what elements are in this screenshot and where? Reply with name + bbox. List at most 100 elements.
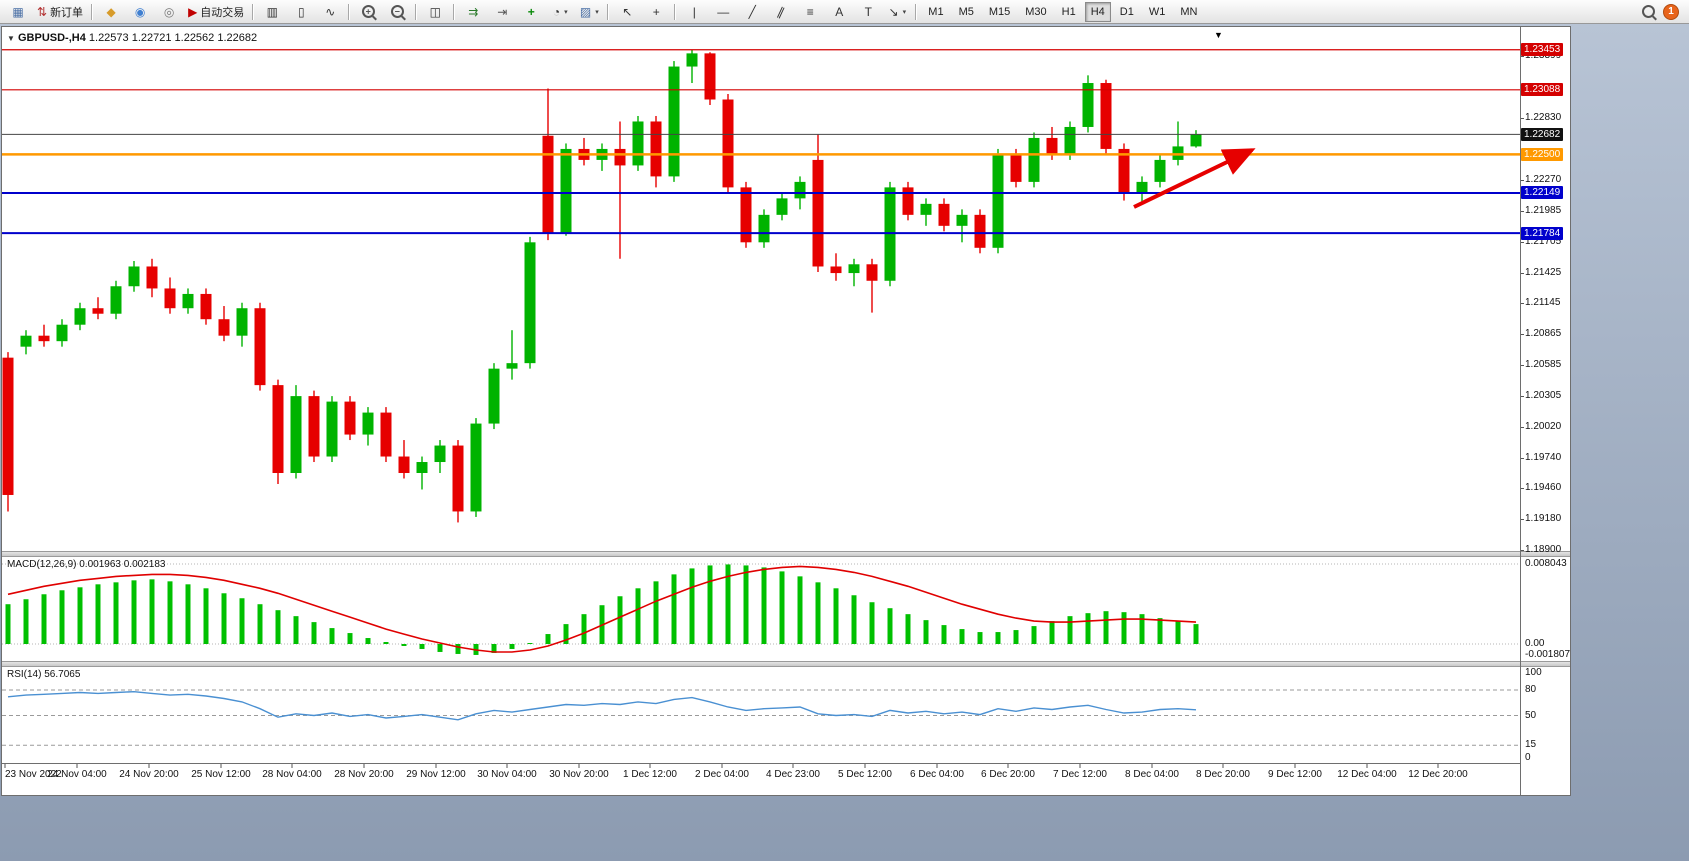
candles — [2, 49, 1202, 523]
zoom-in-icon[interactable] — [354, 1, 382, 23]
price-tick-label: 1.20865 — [1525, 328, 1562, 340]
new-chart-icon: ▦ — [12, 4, 24, 19]
horizontal-line-icon: — — [717, 4, 730, 19]
autotrading-button: ▶ — [188, 4, 198, 19]
candle-body — [146, 266, 158, 289]
candle-body — [542, 135, 554, 234]
line-chart-icon[interactable]: ∿ — [316, 1, 344, 23]
price-tick — [1521, 241, 1524, 243]
timeframe-button-m1[interactable]: M1 — [928, 5, 944, 18]
chart-ohlc-values: 1.22573 1.22721 1.22562 1.22682 — [88, 32, 258, 44]
search-icon[interactable] — [1642, 5, 1655, 18]
pane-separator-rsi[interactable] — [2, 661, 1570, 667]
new-order-button[interactable]: ⇅ 新订单 — [33, 1, 87, 23]
time-axis-label: 8 Dec 04:00 — [1125, 769, 1179, 780]
rsi-line — [7, 690, 1197, 721]
pane-separator-macd[interactable] — [2, 551, 1570, 557]
time-axis-label: 5 Dec 12:00 — [838, 769, 892, 780]
text-icon[interactable]: A — [825, 1, 853, 23]
rsi-scale-label: 100 — [1525, 667, 1542, 678]
timeframe-button-w1[interactable]: W1 — [1148, 5, 1166, 18]
zoom-out-icon[interactable] — [383, 1, 411, 23]
community-icon[interactable]: ◉ — [126, 1, 154, 23]
time-axis-label: 24 Nov 04:00 — [47, 769, 107, 780]
candle-body — [218, 319, 230, 336]
text-icon: A — [835, 4, 844, 19]
vertical-line-icon[interactable]: | — [680, 1, 708, 23]
cursor-icon[interactable]: ↖ — [613, 1, 641, 23]
autotrading-button[interactable]: ▶ 自动交易 — [184, 1, 248, 23]
trendline-icon[interactable]: ╱ — [738, 1, 766, 23]
arrows-icon[interactable]: ↘ ▾ — [883, 1, 911, 23]
candle-body — [200, 293, 212, 320]
text-label-icon[interactable]: T — [854, 1, 882, 23]
new-order-button: ⇅ — [37, 4, 48, 19]
fibonacci-icon[interactable]: ≡ — [796, 1, 824, 23]
data-window-arrow-icon[interactable]: ▼ — [7, 34, 15, 43]
rsi-scale-label: 50 — [1525, 709, 1537, 721]
candlestick-chart-icon[interactable]: ▯ — [287, 1, 315, 23]
trend-arrow[interactable] — [1133, 148, 1256, 209]
market-icon[interactable]: ◆ — [97, 1, 125, 23]
timeframe-button-h1[interactable]: H1 — [1061, 5, 1076, 18]
toolbar-separator — [252, 3, 255, 20]
timeframe-button-m5[interactable]: M5 — [958, 5, 974, 18]
time-axis[interactable]: 23 Nov 2022 24 Nov 04:00 24 Nov 20:00 25 No… — [2, 763, 1520, 796]
price-tick — [1521, 272, 1524, 274]
time-axis-label: 29 Nov 12:00 — [406, 769, 466, 780]
candle-body — [758, 214, 770, 243]
indicators-icon[interactable]: + — [517, 1, 545, 23]
bar-chart-icon[interactable]: ▥ — [258, 1, 286, 23]
new-chart-icon[interactable]: ▦ — [4, 1, 32, 23]
timeframe-button-h4[interactable]: H4 — [1084, 1, 1111, 22]
candle-body — [776, 198, 788, 215]
timeframe-button-mn[interactable]: MN — [1180, 5, 1198, 18]
candle-body — [560, 148, 572, 234]
price-highlight-label: 1.21784 — [1521, 226, 1564, 240]
timeframe-button-d1[interactable]: D1 — [1119, 5, 1134, 18]
candle-body — [272, 385, 284, 474]
candle-body — [1154, 159, 1166, 182]
candle-body — [704, 53, 716, 100]
periods-icon: ◔ — [552, 4, 561, 19]
arrows-icon: ↘ — [888, 4, 899, 19]
one-click-trading-arrow-icon[interactable]: ▼ — [1214, 30, 1223, 40]
periods-icon[interactable]: ◔ ▾ — [546, 1, 574, 23]
candle-body — [38, 335, 50, 342]
toolbar-separator — [674, 3, 677, 20]
price-tick-label: 1.22830 — [1525, 112, 1562, 124]
chart-canvas[interactable] — [2, 27, 1520, 795]
price-axis[interactable]: 1.233991.228301.222701.219851.217051.214… — [1521, 27, 1570, 795]
autotrading-button-label: 自动交易 — [200, 6, 245, 19]
candle-body — [632, 121, 644, 166]
community-icon: ◉ — [134, 4, 146, 19]
channel-icon[interactable]: ∥ — [767, 1, 795, 23]
auto-scroll-icon[interactable]: ⇉ — [459, 1, 487, 23]
crosshair-icon[interactable]: + — [642, 1, 670, 23]
price-tick-label: 1.21425 — [1525, 266, 1562, 278]
time-axis-label: 25 Nov 12:00 — [191, 769, 251, 780]
timeframe-button-m15[interactable]: M15 — [988, 5, 1011, 18]
time-axis-label: 2 Dec 04:00 — [695, 769, 749, 780]
tile-windows-icon[interactable]: ◫ — [421, 1, 449, 23]
candle-body — [650, 121, 662, 177]
price-tick-label: 1.21705 — [1525, 235, 1562, 247]
toolbar-separator — [607, 3, 610, 20]
price-highlight-label: 1.23453 — [1521, 43, 1564, 57]
price-tick-label: 1.19740 — [1525, 451, 1562, 463]
notification-badge[interactable]: 1 — [1663, 3, 1679, 20]
timeframe-button-m30[interactable]: M30 — [1025, 5, 1047, 18]
candle-body — [1082, 83, 1094, 127]
record-icon[interactable]: ◎ — [155, 1, 183, 23]
price-tick — [1521, 549, 1524, 551]
chart-shift-icon[interactable]: ⇥ — [488, 1, 516, 23]
chart-window-gbpusd-h4[interactable]: ▼ GBPUSD-,H4 1.22573 1.22721 1.22562 1.2… — [1, 26, 1571, 796]
candle-body — [128, 266, 140, 287]
candle-body — [686, 53, 698, 67]
rsi-name: RSI(14) — [7, 669, 42, 680]
time-axis-label: 8 Dec 20:00 — [1196, 769, 1250, 780]
horizontal-line-icon[interactable]: — — [709, 1, 737, 23]
templates-icon[interactable]: ▨ ▾ — [575, 1, 603, 23]
chevron-down-icon: ▾ — [902, 8, 907, 16]
templates-icon: ▨ — [579, 4, 592, 19]
